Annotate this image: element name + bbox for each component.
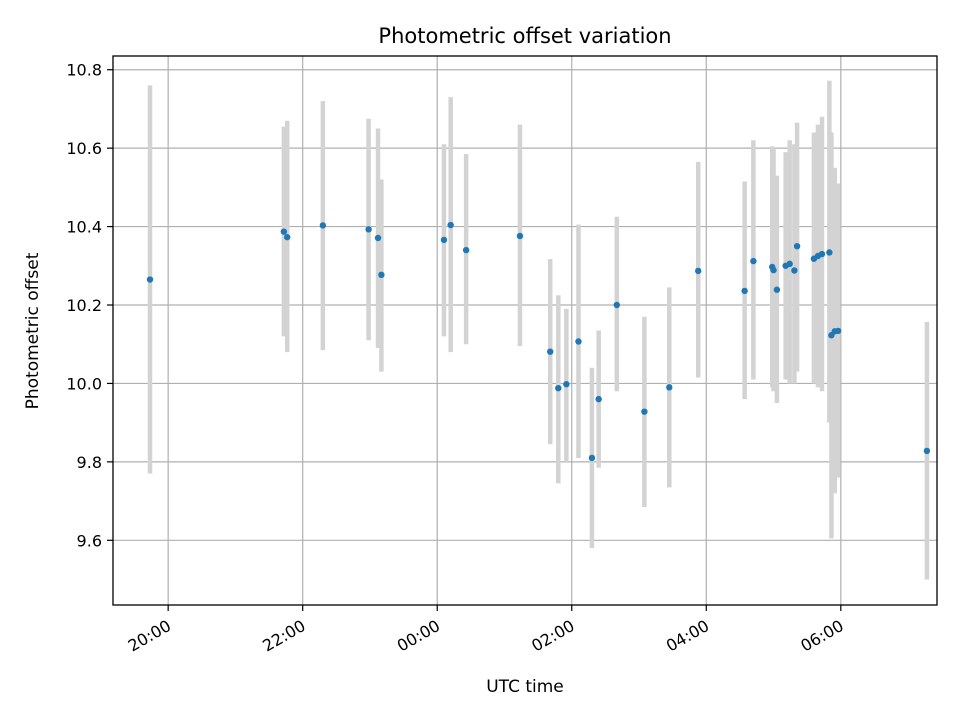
data-point [773, 286, 781, 293]
data-point [613, 301, 621, 309]
x-tick-label: 00:00 [394, 616, 443, 656]
data-point [695, 267, 702, 275]
data-point [666, 384, 673, 391]
data-point [595, 395, 602, 403]
y-axis-ticks: 9.6 9.8 10.0 10.2 10.4 10.6 10.8 [66, 61, 113, 550]
y-tick-label: 9.6 [77, 531, 102, 550]
data-point [923, 447, 931, 455]
data-point [516, 232, 524, 240]
y-tick-label: 10.4 [66, 218, 102, 237]
data-point [826, 249, 833, 256]
error-bars [147, 80, 930, 580]
data-point [447, 221, 454, 229]
chart-title: Photometric offset variation [378, 24, 671, 48]
y-tick-label: 10.2 [66, 296, 102, 315]
data-point [641, 408, 648, 415]
x-tick-label: 22:00 [259, 616, 308, 656]
data-point [588, 454, 596, 462]
data-point [770, 266, 777, 274]
y-axis-label: Photometric offset [23, 252, 43, 409]
data-point [791, 267, 798, 274]
data-point [462, 246, 470, 254]
data-point [547, 348, 554, 355]
data-points [146, 221, 931, 462]
data-point [378, 271, 385, 279]
y-tick-label: 10.6 [66, 139, 102, 158]
data-point [786, 260, 793, 268]
data-point [365, 226, 372, 233]
data-point [741, 287, 748, 295]
data-point [575, 338, 582, 345]
data-point [374, 234, 382, 242]
y-tick-label: 10.0 [66, 374, 102, 393]
data-point [750, 257, 757, 265]
x-tick-label: 06:00 [797, 616, 846, 656]
data-point [818, 250, 826, 258]
x-tick-label: 04:00 [663, 616, 712, 656]
data-point [440, 236, 448, 244]
data-point [555, 384, 562, 392]
data-point [834, 327, 842, 335]
x-axis-ticks: 20:00 22:00 00:00 02:00 04:00 06:00 [125, 605, 847, 656]
data-point [319, 222, 327, 229]
y-tick-label: 9.8 [77, 453, 102, 472]
x-tick-label: 20:00 [125, 616, 174, 656]
x-axis-label: UTC time [486, 677, 564, 697]
data-point [563, 381, 570, 388]
data-point [284, 233, 291, 241]
data-point [793, 242, 801, 250]
data-point [280, 228, 288, 235]
data-point [146, 276, 154, 283]
x-tick-label: 02:00 [528, 616, 577, 656]
y-tick-label: 10.8 [66, 61, 102, 80]
plot-frame [112, 55, 938, 606]
